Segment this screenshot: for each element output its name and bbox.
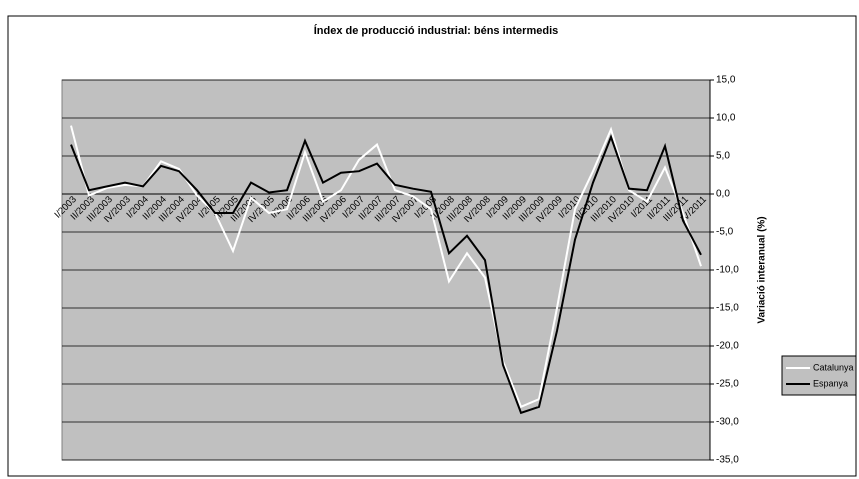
y-tick-label: -15,0 [716,303,739,314]
legend-label: Espanya [813,378,848,388]
series-line [70,134,702,415]
series-line [70,125,702,409]
legend-label: Catalunya [813,362,854,372]
y-tick-label: 15,0 [716,75,736,86]
y-tick-label: 0,0 [716,189,730,200]
chart-title: Índex de producció industrial: béns inte… [314,24,559,37]
y-tick-label: -20,0 [716,341,739,352]
y-tick-label: -5,0 [716,227,734,238]
y-tick-label: -35,0 [716,455,739,466]
y-tick-label: 5,0 [716,151,730,162]
y-tick-label: -30,0 [716,417,739,428]
y-tick-label: -25,0 [716,379,739,390]
y-tick-label: 10,0 [716,113,736,124]
y-tick-label: -10,0 [716,265,739,276]
legend-box [781,355,857,396]
y-axis-title: Variació interanual (%) [757,216,768,323]
